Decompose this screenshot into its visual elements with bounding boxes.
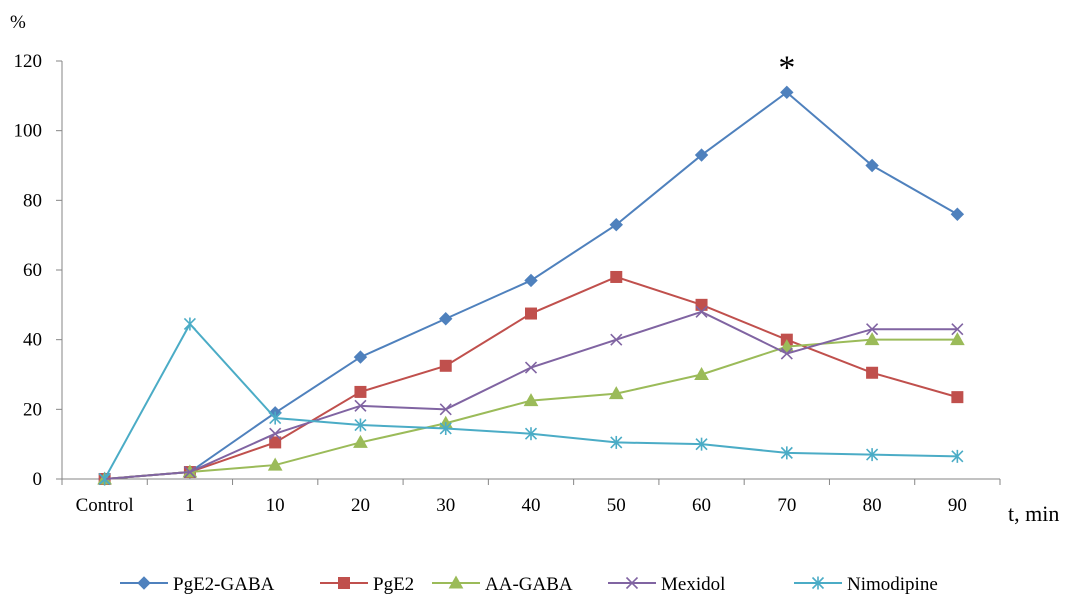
x-tick-label: 30: [436, 495, 455, 516]
y-tick-label: 80: [23, 190, 42, 211]
data-point-pge2: [525, 307, 537, 320]
x-tick-label: 40: [522, 495, 541, 516]
data-point-aa-gaba: [950, 332, 965, 346]
data-point-aa-gaba: [694, 366, 709, 380]
data-point-nimodipine: [354, 418, 367, 432]
legend-marker: [811, 576, 825, 590]
x-tick-label: 90: [948, 495, 967, 516]
data-point-pge2: [866, 366, 879, 379]
series-pge2-gaba: [97, 85, 965, 486]
data-point-pge2-gaba: [524, 273, 538, 288]
data-point-mexidol: [780, 347, 793, 360]
data-point-nimodipine: [98, 472, 111, 486]
data-point-mexidol: [183, 465, 196, 479]
x-axis-label: t, min: [1008, 501, 1059, 526]
data-point-nimodipine: [439, 421, 452, 435]
legend-item-nimodipine: Nimodipine: [794, 574, 938, 595]
x-tick-label: 60: [692, 495, 711, 516]
data-point-nimodipine: [780, 446, 793, 460]
legend-marker: [625, 576, 639, 590]
data-point-pge2: [695, 298, 708, 311]
data-point-nimodipine: [866, 448, 879, 462]
data-point-mexidol: [524, 361, 538, 374]
data-point-pge2: [354, 385, 367, 398]
series-line-pge2: [104, 275, 958, 480]
data-point-aa-gaba: [353, 434, 368, 448]
legend-label: PgE2-GABA: [173, 574, 275, 595]
data-point-nimodipine: [695, 437, 708, 451]
data-point-pge2-gaba: [780, 85, 794, 100]
x-tick-label: 80: [863, 495, 882, 516]
x-tick-label: 20: [351, 495, 370, 516]
data-point-nimodipine: [524, 427, 538, 441]
legend-marker: [338, 577, 350, 589]
x-tick-label: 10: [266, 495, 285, 516]
data-point-aa-gaba: [267, 457, 283, 471]
axis-labels: % t, min: [10, 12, 1059, 526]
legend-label: Nimodipine: [847, 574, 938, 595]
x-tick-label: 1: [185, 495, 195, 516]
y-tick-label: 20: [23, 399, 42, 420]
data-point-mexidol: [951, 323, 964, 336]
legend: PgE2-GABA PgE2 AA-GABA Mexidol Nimodipine: [120, 574, 938, 595]
series-pge2: [98, 270, 964, 485]
data-point-pge2-gaba: [950, 207, 965, 221]
data-point-mexidol: [866, 323, 879, 336]
data-point-mexidol: [695, 305, 708, 318]
data-point-pge2-gaba: [609, 218, 623, 232]
y-tick-label: 100: [14, 121, 43, 142]
legend-item-mexidol: Mexidol: [608, 574, 725, 595]
legend-label: Mexidol: [661, 574, 725, 595]
data-point-mexidol: [610, 333, 623, 346]
y-tick-label: 60: [23, 260, 42, 281]
data-point-pge2: [951, 391, 964, 404]
x-tick-label: 70: [777, 495, 796, 516]
data-point-aa-gaba: [779, 339, 795, 353]
legend-label: AA-GABA: [485, 574, 573, 595]
data-point-nimodipine: [183, 317, 196, 331]
legend-marker: [448, 575, 464, 589]
legend-item-aa-gaba: AA-GABA: [432, 574, 573, 595]
data-point-pge2: [610, 270, 623, 283]
data-point-pge2-gaba: [865, 158, 879, 173]
annotation-asterisk: *: [778, 49, 795, 86]
annotations: *: [778, 49, 795, 86]
data-point-pge2: [269, 436, 282, 449]
data-point-mexidol: [269, 427, 282, 440]
legend-marker: [137, 576, 151, 590]
series-nimodipine: [98, 317, 964, 486]
data-point-pge2: [439, 359, 452, 372]
x-tick-label: 50: [607, 495, 626, 516]
y-axis-label: %: [10, 12, 26, 33]
legend-label: PgE2: [373, 574, 414, 595]
data-point-aa-gaba: [608, 386, 624, 400]
data-point-nimodipine: [951, 449, 964, 463]
y-tick-label: 40: [23, 330, 42, 351]
legend-item-pge2-gaba: PgE2-GABA: [120, 574, 275, 595]
data-point-nimodipine: [610, 435, 623, 449]
x-tick-label: Control: [76, 495, 134, 516]
data-point-mexidol: [439, 403, 452, 416]
data-point-mexidol: [354, 399, 367, 412]
data-point-aa-gaba: [523, 393, 539, 407]
data-point-nimodipine: [269, 411, 282, 425]
axes: 0 20 40 60 80 100 120 Control 1 10 20 30 40 50 60 70 80 9…: [14, 51, 1001, 516]
series-aa-gaba: [97, 332, 965, 485]
series-lines: [97, 85, 965, 486]
y-tick-label: 0: [33, 469, 43, 490]
data-point-pge2-gaba: [353, 350, 368, 364]
legend-item-pge2: PgE2: [320, 574, 414, 595]
data-point-pge2-gaba: [439, 312, 453, 326]
data-point-pge2-gaba: [694, 148, 709, 162]
y-tick-label: 120: [14, 51, 43, 72]
data-point-aa-gaba: [864, 332, 880, 346]
